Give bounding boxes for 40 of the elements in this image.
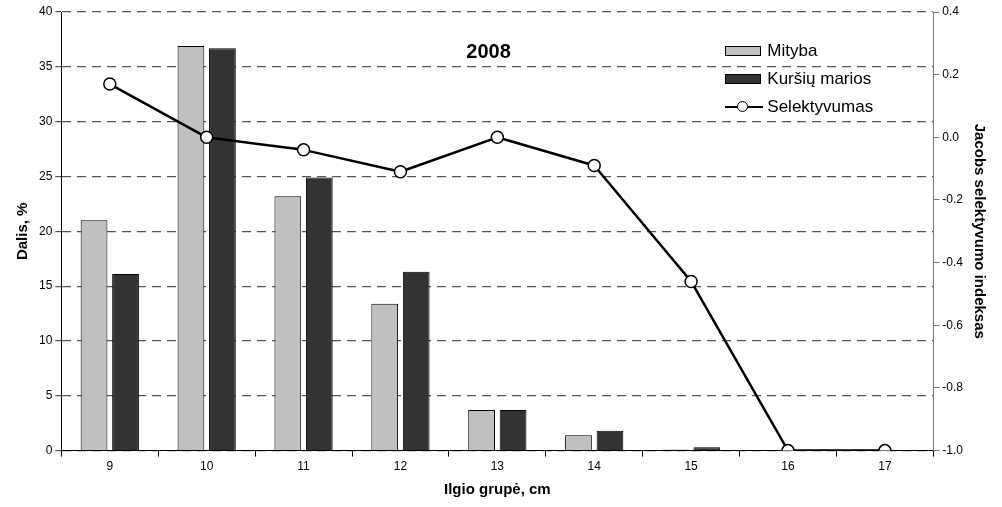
y2-tick-label: -0.6 xyxy=(942,317,964,332)
x-tick-label: 15 xyxy=(684,459,699,474)
y-tick-label: 40 xyxy=(38,4,53,19)
x-tick-label: 14 xyxy=(587,459,602,474)
legend-label: Selektyvumas xyxy=(767,97,874,117)
x-tick-label: 9 xyxy=(106,459,114,474)
x-tick-label: 12 xyxy=(393,459,408,474)
x-tick-label: 13 xyxy=(490,459,505,474)
y-axis-title: Dalis, % xyxy=(13,202,31,261)
y2-axis-title: Jacobs selektyvumo indeksas xyxy=(971,123,989,339)
y2-tick-label: -0.8 xyxy=(942,380,964,395)
point xyxy=(199,130,214,145)
legend-label: Kuršių marios xyxy=(767,69,872,89)
point xyxy=(490,130,505,145)
y2-tick-label: -1.0 xyxy=(942,442,964,457)
point xyxy=(103,77,117,91)
y-tick-label: 10 xyxy=(38,333,53,348)
y-tick-label: 5 xyxy=(45,388,53,403)
x-tick-label: 10 xyxy=(200,459,214,474)
point xyxy=(684,274,698,289)
y2-tick-label: 0.4 xyxy=(942,4,960,19)
y2-tick-label: -0.2 xyxy=(942,192,964,207)
y2-tick-label: 0.2 xyxy=(942,66,960,81)
y2-tick-label: -0.4 xyxy=(942,254,964,269)
text: 2008 xyxy=(466,39,511,62)
y-tick-label: 30 xyxy=(38,113,53,128)
y-tick-label: 35 xyxy=(38,59,53,74)
legend-label: Mityba xyxy=(767,41,818,61)
point xyxy=(587,158,601,173)
y2-tick-label: 0.0 xyxy=(942,129,960,144)
y-tick-label: 20 xyxy=(38,223,53,238)
y-tick-label: 15 xyxy=(38,278,53,293)
point xyxy=(393,165,408,179)
x-axis-title: Ilgio grupė, cm xyxy=(443,480,551,498)
x-tick-label: 11 xyxy=(297,459,311,474)
y-tick-label: 0 xyxy=(45,442,53,457)
x-tick-label: 17 xyxy=(878,459,892,474)
y-tick-label: 25 xyxy=(38,168,53,183)
x-tick-label: 16 xyxy=(781,459,795,474)
point xyxy=(296,143,311,157)
